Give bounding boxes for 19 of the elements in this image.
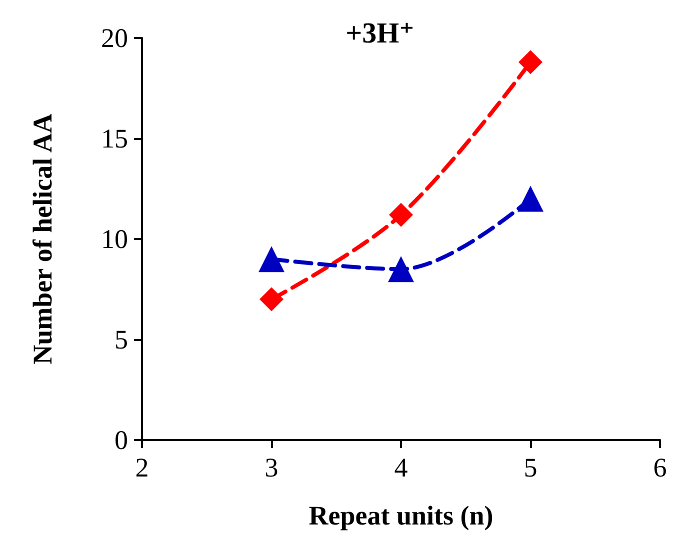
point: [388, 256, 414, 282]
point: [260, 287, 284, 312]
y-tick-label: 10: [101, 224, 128, 254]
y-tick-label: 5: [114, 324, 128, 354]
y-tick-label: 20: [101, 23, 128, 53]
x-axis-title: Repeat units (n): [308, 500, 494, 530]
x-tick-label: 3: [264, 452, 278, 482]
x-tick-label: 6: [653, 452, 667, 482]
point: [389, 202, 413, 227]
x-tick-label: 4: [394, 452, 408, 482]
chart-title: +3H⁺: [346, 18, 414, 50]
point: [518, 186, 544, 212]
point: [258, 246, 284, 272]
point: [518, 50, 542, 74]
x-tick-label: 2: [135, 452, 149, 482]
y-tick-label: 15: [101, 124, 128, 154]
x-tick-label: 5: [524, 452, 538, 482]
y-tick-label: 0: [114, 425, 128, 455]
y-axis-title: Number of helical AA: [28, 113, 58, 364]
